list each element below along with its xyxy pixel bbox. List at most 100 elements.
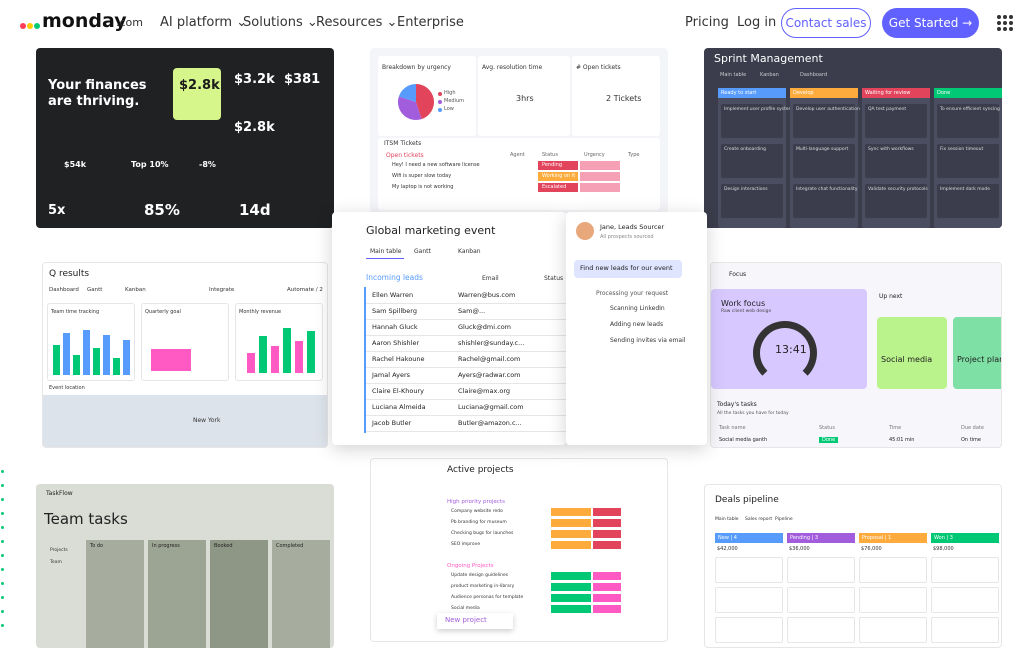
edge-dot	[1, 526, 4, 529]
edge-dot	[1, 610, 4, 613]
item-text: Implement dark mode	[940, 187, 991, 192]
status	[551, 572, 591, 580]
row-line	[366, 335, 566, 336]
status	[551, 519, 591, 527]
contact-button[interactable]: Contact sales	[781, 8, 871, 38]
tab: Main table	[720, 72, 747, 78]
column-name: Booked	[214, 543, 233, 549]
bar	[73, 355, 80, 375]
legend-label: Low	[444, 106, 454, 112]
legend-label: High	[444, 90, 456, 96]
widget-title: Quarterly goal	[145, 309, 181, 315]
lead-name: Jacob Butler	[372, 419, 412, 427]
tab: Kanban	[760, 72, 779, 78]
menu-item[interactable]: Solutions ⌄	[243, 15, 318, 30]
deal-card	[931, 617, 999, 643]
menu-item[interactable]: Resources ⌄	[316, 15, 398, 30]
column-name: Done	[937, 90, 951, 96]
column-name: Develop	[793, 90, 814, 96]
bar	[103, 335, 110, 375]
next-card: Social media	[877, 317, 947, 389]
column: Booked	[210, 540, 268, 648]
priority	[593, 530, 621, 538]
edge-dot	[1, 470, 4, 473]
apps-icon[interactable]	[996, 14, 1014, 32]
stage-name: New | 4	[718, 535, 737, 541]
priority	[593, 583, 621, 591]
request: Find new leads for our event	[580, 264, 673, 272]
stage-head: Proposal | 1	[859, 533, 927, 543]
menu-item[interactable]: Enterprise	[397, 15, 464, 30]
pie-slice	[398, 84, 416, 102]
project: Checking bugs for launches	[451, 531, 514, 536]
cta-button[interactable]: Get Started →	[882, 8, 979, 38]
tab: Gantt	[87, 287, 103, 293]
headline: Your finances are thriving.	[48, 78, 147, 109]
bar	[123, 340, 130, 375]
group: Ongoing Projects	[447, 563, 494, 569]
goal-bar	[151, 349, 191, 371]
column: In progress	[148, 540, 206, 648]
project: Company website redo	[451, 509, 503, 514]
bar	[295, 340, 303, 373]
processing: Processing your request	[596, 290, 669, 297]
urgency	[580, 172, 620, 181]
item: Sync with workflows	[865, 144, 927, 178]
automate: Automate / 2	[287, 287, 323, 293]
lead-email: Warren@bus.com	[458, 291, 516, 299]
status-text: Pending	[542, 162, 562, 168]
column-head: Develop	[790, 88, 858, 98]
menu-item[interactable]: AI platform ⌄	[160, 15, 248, 30]
avatar	[576, 222, 594, 240]
tickets-card: Breakdown by urgency Avg. resolution time…	[370, 48, 668, 213]
bar	[283, 328, 291, 373]
row-line	[366, 367, 566, 368]
deal-card	[715, 617, 783, 643]
lead-name: Luciana Almeida	[372, 403, 426, 411]
stat: $2.8k	[234, 120, 275, 135]
stage-amount: $36,000	[789, 546, 810, 552]
col-email: Email	[482, 275, 499, 282]
tab: Dashboard	[49, 287, 79, 293]
logo[interactable]: monday	[42, 10, 127, 32]
deal-card	[715, 557, 783, 583]
item: To ensure efficient syncing	[937, 104, 1000, 138]
row-line	[366, 319, 566, 320]
tab-underline	[366, 258, 404, 259]
pricing-link[interactable]: Pricing	[685, 15, 729, 30]
column-head: Done	[934, 88, 1002, 98]
lead-name: Ellen Warren	[372, 291, 414, 299]
widget-title: Avg. resolution time	[482, 64, 543, 71]
title: Deals pipeline	[715, 495, 779, 505]
stat: Top 10%	[131, 160, 169, 169]
edge-dot	[1, 512, 4, 515]
widget	[141, 303, 229, 381]
tab: Main table	[715, 517, 739, 522]
edge-dot	[1, 498, 4, 501]
tab: Pipeline	[775, 517, 793, 522]
col-head: Status	[542, 152, 558, 158]
work-sub: Raw client web design	[721, 309, 772, 314]
cell: Social media ganth	[719, 437, 768, 443]
pie-slice	[398, 96, 422, 120]
legend-dot	[438, 92, 442, 96]
login-link[interactable]: Log in	[737, 15, 777, 30]
row-line	[366, 303, 566, 304]
status-text: Working on it	[542, 173, 576, 179]
request-bubble: Find new leads for our event	[574, 260, 682, 278]
widget-title: # Open tickets	[576, 64, 621, 71]
new-project: New project	[437, 613, 513, 629]
item-text: Create onboarding	[724, 147, 766, 152]
stage-head: Pending | 3	[787, 533, 855, 543]
bar	[271, 345, 279, 373]
deal-card	[931, 587, 999, 613]
lead-email: Gluck@dmi.com	[458, 323, 512, 331]
ticket: Wifi is super slow today	[392, 173, 452, 179]
row-line	[366, 399, 566, 400]
column-name: In progress	[152, 543, 180, 549]
col-status: Status	[544, 275, 564, 282]
item-text: Design interactions	[724, 187, 768, 192]
stage-name: Pending | 3	[790, 535, 819, 541]
ticket: Hey! I need a new software license	[392, 162, 480, 168]
city: New York	[193, 417, 221, 424]
